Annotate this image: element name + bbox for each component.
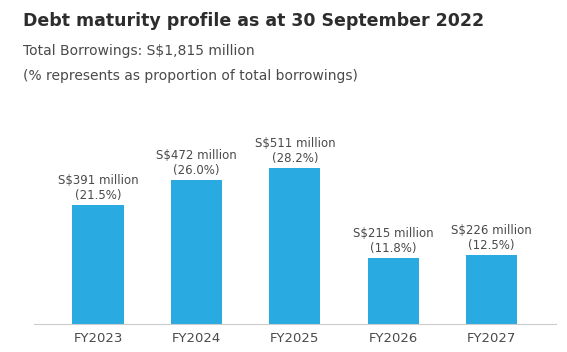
Bar — [269, 168, 320, 324]
Bar — [171, 180, 222, 324]
Bar — [466, 255, 517, 324]
Text: (% represents as proportion of total borrowings): (% represents as proportion of total bor… — [23, 69, 358, 83]
Text: Debt maturity profile as at 30 September 2022: Debt maturity profile as at 30 September… — [23, 12, 484, 30]
Text: S$472 million
(26.0%): S$472 million (26.0%) — [156, 149, 237, 177]
Text: S$215 million
(11.8%): S$215 million (11.8%) — [353, 227, 434, 255]
Text: S$391 million
(21.5%): S$391 million (21.5%) — [58, 174, 138, 201]
Bar — [73, 205, 124, 324]
Text: Total Borrowings: S$1,815 million: Total Borrowings: S$1,815 million — [23, 44, 255, 58]
Text: S$226 million
(12.5%): S$226 million (12.5%) — [451, 224, 532, 252]
Text: S$511 million
(28.2%): S$511 million (28.2%) — [255, 137, 335, 165]
Bar — [367, 258, 419, 324]
